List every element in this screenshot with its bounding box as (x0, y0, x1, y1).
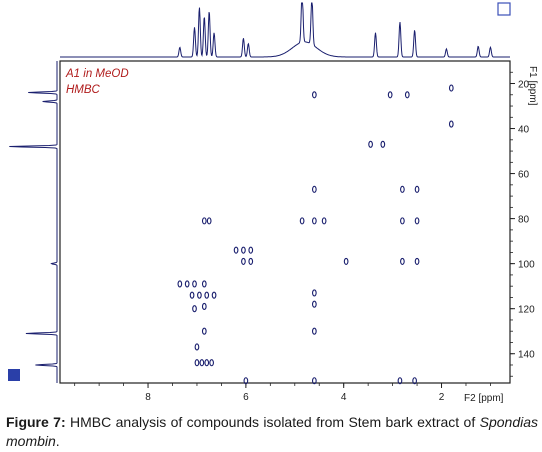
cross-peaks (177, 84, 454, 385)
cross-peak (412, 377, 417, 385)
hmbc-spectrum: A1 in MeOD HMBC F2 [ppm] F1 [ppm] 8 6 4 2 2… (8, 2, 538, 404)
cross-peak (368, 140, 373, 148)
x-tick-label: 4 (341, 392, 347, 403)
y-tick-label: 60 (518, 170, 530, 181)
cross-peak (177, 280, 183, 288)
cross-peak (248, 246, 254, 254)
cross-peak (201, 217, 207, 225)
figure-caption: Figure 7: HMBC analysis of compounds iso… (6, 413, 538, 451)
cross-peak (400, 257, 405, 265)
cross-peak (311, 91, 317, 99)
y-tick-label: 20 (518, 80, 530, 91)
cross-peak (243, 377, 249, 385)
figure-label: Figure 7: (6, 414, 66, 430)
cross-peak (343, 257, 349, 265)
f1-projection-trace (9, 61, 58, 383)
cross-peak (311, 300, 317, 308)
cross-peak (448, 84, 454, 92)
cross-peak (400, 185, 405, 193)
cross-peak (380, 140, 386, 148)
experiment-annotation: HMBC (66, 84, 101, 96)
cross-peak (311, 377, 317, 385)
x-tick-label: 8 (145, 392, 151, 403)
cross-peak (206, 217, 212, 225)
cross-peak (189, 291, 195, 299)
cross-peak (414, 257, 420, 265)
cross-peak (299, 217, 305, 225)
y-tick-label: 100 (518, 260, 535, 271)
x-tick-label: 2 (439, 392, 445, 403)
cross-peak (201, 280, 207, 288)
caption-period: . (55, 433, 60, 449)
cross-peak (194, 343, 200, 351)
cross-peak (414, 217, 420, 225)
cross-peak (192, 305, 197, 313)
cross-peak (209, 359, 214, 367)
cross-peak (241, 246, 246, 254)
cross-peak (321, 217, 327, 225)
cross-peak (387, 91, 393, 99)
cross-peak (204, 359, 210, 367)
cross-peak (194, 359, 200, 367)
plot-frame (59, 60, 511, 384)
cross-peak (233, 246, 239, 254)
cross-peak (397, 377, 403, 385)
cross-peak (248, 257, 254, 265)
cross-peak (414, 185, 420, 193)
y-tick-label: 140 (518, 350, 535, 361)
y-tick-label: 120 (518, 305, 535, 316)
x-axis-label: F2 [ppm] (464, 393, 504, 404)
cross-peak (192, 280, 197, 288)
figure-caption-text: HMBC analysis of compounds isolated from… (70, 414, 476, 430)
x-tick-label: 6 (243, 392, 249, 403)
y-tick-label: 40 (518, 125, 530, 136)
cross-peak (211, 291, 217, 299)
cross-peak (201, 327, 207, 335)
cross-peak (404, 91, 410, 99)
cross-peak (184, 280, 190, 288)
cross-peak (311, 289, 317, 297)
corner-square-icon (8, 369, 20, 381)
x-axis-ticks: 8 6 4 2 (74, 383, 491, 403)
cross-peak (311, 327, 317, 335)
y-axis-label: F1 [ppm] (527, 66, 538, 106)
y-axis-ticks: 20 40 60 80 100 120 140 (510, 71, 535, 377)
cross-peak (201, 302, 207, 310)
cross-peak (199, 359, 205, 367)
window-toggle-icon (497, 2, 511, 16)
species-name: Spondias mombin (6, 414, 539, 449)
sample-annotation: A1 in MeOD (65, 68, 129, 80)
y-tick-label: 80 (518, 215, 530, 226)
cross-peak (448, 120, 454, 128)
cross-peak (241, 257, 246, 265)
cross-peak (400, 217, 405, 225)
f2-projection-trace (60, 2, 510, 58)
cross-peak (204, 291, 210, 299)
cross-peak (311, 217, 317, 225)
cross-peak (311, 185, 317, 193)
cross-peak (197, 291, 202, 299)
